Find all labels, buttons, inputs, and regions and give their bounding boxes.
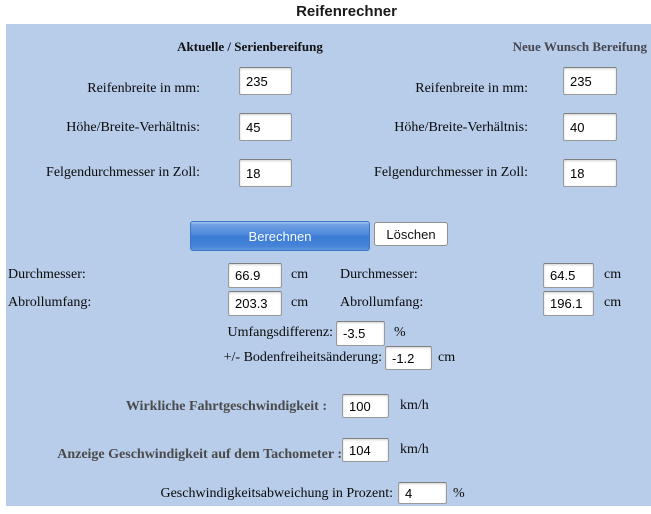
new-tires-header: Neue Wunsch Bereifung [512,39,647,54]
tire-width-label-current: Reifenbreite in mm: [87,81,200,96]
aspect-ratio-input-new[interactable] [563,113,617,141]
rim-diameter-input-current[interactable] [239,159,292,187]
rim-diameter-label-new: Felgendurchmesser in Zoll: [374,165,528,180]
circumference-difference-label: Umfangsdifferenz: [227,325,333,340]
speedometer-speed-output[interactable] [342,438,389,462]
circumference-label-new: Abrollumfang: [340,295,424,310]
diameter-output-new[interactable] [543,263,594,288]
ground-clearance-output[interactable] [385,346,432,370]
true-speed-unit: km/h [400,398,429,413]
circumference-label-current: Abrollumfang: [8,295,92,310]
diameter-unit-new: cm [604,267,622,282]
speedometer-speed-label: Anzeige Geschwindigkeit auf dem Tachomet… [57,447,342,462]
speed-deviation-label: Geschwindigkeitsabweichung in Prozent: [160,486,393,501]
circumference-difference-output[interactable] [336,321,385,346]
circumference-output-current[interactable] [228,291,282,316]
calculate-button[interactable]: Berechnen [190,221,370,251]
speedometer-speed-unit: km/h [400,442,429,457]
diameter-label-new: Durchmesser: [340,267,418,282]
current-tires-header: Aktuelle / Serienbereifung [177,39,323,54]
tire-width-input-new[interactable] [563,67,617,95]
rim-diameter-label-current: Felgendurchmesser in Zoll: [46,165,200,180]
aspect-ratio-input-current[interactable] [239,113,292,141]
page-title: Reifenrechner [296,3,397,20]
clear-button[interactable]: Löschen [374,222,448,246]
diameter-unit-current: cm [291,267,309,282]
circumference-output-new[interactable] [543,291,594,316]
aspect-ratio-label-current: Höhe/Breite-Verhältnis: [66,120,200,135]
circumference-difference-unit: % [394,325,406,340]
true-speed-label: Wirkliche Fahrtgeschwindigkeit : [125,399,327,414]
speed-deviation-unit: % [453,486,465,501]
ground-clearance-label: +/- Bodenfreiheitsänderung: [223,350,382,365]
aspect-ratio-label-new: Höhe/Breite-Verhältnis: [394,120,528,135]
circumference-unit-new: cm [604,295,622,310]
diameter-output-current[interactable] [228,263,282,288]
true-speed-output[interactable] [342,394,389,418]
tire-width-input-current[interactable] [239,67,292,95]
speed-deviation-output[interactable] [398,482,447,504]
circumference-unit-current: cm [291,295,309,310]
rim-diameter-input-new[interactable] [563,159,617,187]
tire-width-label-new: Reifenbreite in mm: [415,81,528,96]
diameter-label-current: Durchmesser: [8,267,86,282]
ground-clearance-unit: cm [438,350,456,365]
